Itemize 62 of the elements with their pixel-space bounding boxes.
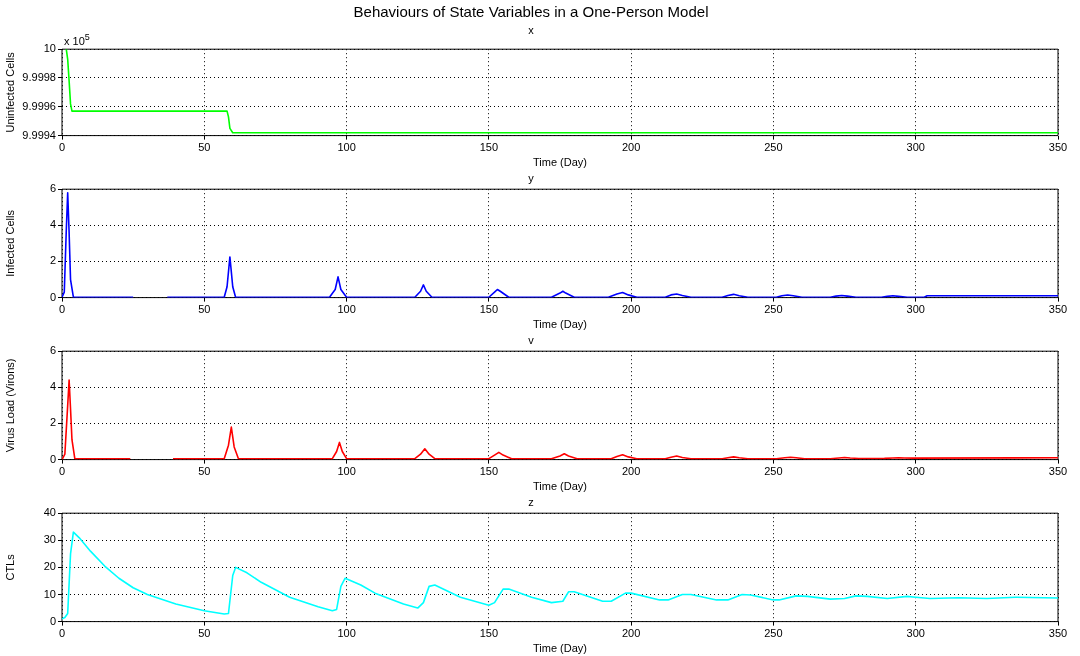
x-tick-label: 250: [764, 465, 783, 478]
y-tick-label: 20: [43, 560, 56, 573]
x-tick-label: 100: [337, 141, 356, 154]
x-axis-title: Time (Day): [533, 156, 587, 169]
chart-title: y: [528, 171, 535, 184]
x-tick-label: 50: [198, 627, 211, 640]
chart-subtitle: x: [528, 23, 535, 36]
y-tick-label: 2: [49, 416, 56, 429]
x-axis-title: Time (Day): [533, 642, 587, 655]
y-tick-label: 4: [49, 218, 56, 231]
y-tick-label: 10: [43, 42, 56, 55]
y-tick-label: 6: [49, 182, 56, 195]
x-tick-label: 350: [1048, 627, 1068, 640]
x-axis-title: Time (Day): [533, 318, 587, 331]
y-tick-label: 40: [43, 506, 56, 519]
y-tick-label: 10: [43, 587, 56, 600]
x-tick-label: 150: [479, 627, 499, 640]
x-tick-label: 50: [198, 141, 211, 154]
x-tick-label: 350: [1048, 303, 1068, 316]
x-tick-label: 350: [1048, 141, 1068, 154]
x-tick-label: 50: [198, 465, 211, 478]
x-tick-label: 250: [764, 303, 783, 316]
y-tick-label: 4: [49, 380, 56, 393]
x-tick-label: 200: [621, 303, 641, 316]
x-tick-label: 300: [906, 627, 925, 640]
x-tick-label: 250: [764, 141, 783, 154]
y-tick-label: 30: [43, 533, 56, 546]
x-tick-label: 200: [621, 465, 641, 478]
y-axis-title: CTLs: [3, 553, 16, 581]
chart-title: v: [528, 333, 535, 346]
x-tick-label: 100: [337, 465, 356, 478]
x-tick-label: 300: [906, 141, 925, 154]
x-tick-label: 0: [58, 141, 66, 154]
y-tick-label: 0: [49, 290, 56, 303]
x-tick-label: 150: [479, 465, 499, 478]
x-tick-label: 100: [337, 627, 356, 640]
y-tick-label: 2: [49, 254, 56, 267]
y-tick-label: 9.9996: [22, 99, 56, 112]
y-axis-title: Infected Cells: [3, 209, 16, 277]
x-tick-label: 300: [906, 465, 925, 478]
x-tick-label: 100: [337, 303, 356, 316]
x-tick-label: 250: [764, 627, 783, 640]
y-tick-label: 9.9998: [22, 71, 56, 84]
y-axis-title: Uninfected Cells: [3, 51, 16, 133]
chart-title: z: [528, 495, 534, 508]
x-tick-label: 50: [198, 303, 211, 316]
y-tick-label: 0: [49, 614, 56, 627]
x-tick-label: 200: [621, 141, 641, 154]
x-tick-label: 300: [906, 303, 925, 316]
y-tick-label: 6: [49, 344, 56, 357]
x-tick-label: 200: [621, 627, 641, 640]
y-tick-label: 9.9994: [22, 128, 56, 141]
chart-title: Behaviours of State Variables in a One-Person Model: [353, 3, 709, 21]
y-tick-label: 0: [49, 452, 56, 465]
x-tick-label: 150: [479, 141, 499, 154]
x-tick-label: 150: [479, 303, 499, 316]
x-tick-label: 0: [58, 627, 66, 640]
y-axis-title: Virus Load (Virons): [3, 358, 16, 453]
x-axis-title: Time (Day): [533, 480, 587, 493]
x-tick-label: 350: [1048, 465, 1068, 478]
x-tick-label: 0: [58, 303, 66, 316]
x-tick-label: 0: [58, 465, 66, 478]
